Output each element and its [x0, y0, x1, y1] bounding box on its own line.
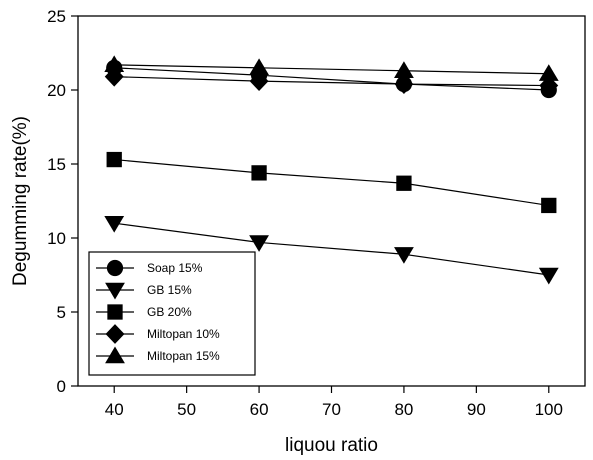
series-line	[114, 158, 549, 207]
x-tick-label: 70	[322, 400, 341, 419]
legend: Soap 15% GB 15% GB 20% Miltopan 10% Miltopan…	[88, 251, 256, 376]
legend-label: Soap 15%	[147, 261, 203, 275]
y-axis-label: Degumming rate(%)	[10, 116, 31, 286]
series-1	[104, 216, 559, 285]
data-point	[104, 66, 124, 87]
data-point	[104, 55, 125, 73]
x-tick-label: 60	[250, 400, 269, 419]
series-4	[104, 55, 559, 81]
x-tick-label: 100	[535, 400, 563, 419]
legend-item: Miltopan 15%	[96, 346, 220, 364]
legend-label: Miltopan 15%	[147, 349, 220, 363]
legend-item: Miltopan 10%	[96, 324, 220, 344]
data-point	[249, 58, 269, 75]
data-point	[394, 61, 414, 78]
legend-marker	[106, 259, 124, 277]
y-tick-label: 20	[47, 81, 66, 100]
legend-label: Miltopan 10%	[147, 327, 220, 341]
data-point	[249, 235, 269, 252]
y-tick-label: 15	[47, 155, 66, 174]
legend-item: GB 15%	[96, 282, 192, 300]
y-tick-label: 25	[47, 7, 66, 26]
y-axis: 0 5 10 15 20 25	[47, 7, 78, 396]
data-point	[394, 247, 414, 264]
series-layer	[104, 55, 559, 285]
data-point	[396, 175, 412, 191]
data-point	[539, 75, 559, 96]
legend-item: Soap 15%	[96, 259, 203, 277]
y-tick-label: 0	[57, 377, 66, 396]
series-3	[104, 66, 559, 96]
y-tick-label: 10	[47, 229, 66, 248]
series-2	[106, 151, 557, 214]
data-point	[541, 197, 557, 214]
legend-marker	[107, 304, 123, 320]
legend-label: GB 20%	[147, 305, 192, 319]
x-axis: 40 50 60 70 80 90 100	[105, 386, 563, 419]
data-point	[538, 64, 559, 81]
data-point	[394, 74, 414, 94]
x-tick-label: 80	[394, 400, 413, 419]
x-tick-label: 50	[177, 400, 196, 419]
legend-marker	[105, 324, 125, 344]
y-tick-label: 5	[57, 303, 66, 322]
x-tick-label: 40	[105, 400, 124, 419]
legend-marker	[105, 282, 125, 300]
series-line	[114, 222, 549, 276]
legend-label: GB 15%	[147, 283, 192, 297]
series-line	[114, 64, 549, 75]
data-point	[249, 71, 269, 92]
legend-marker	[105, 346, 125, 364]
data-point	[538, 267, 559, 285]
x-axis-label: liquou ratio	[285, 435, 378, 456]
series-line	[114, 67, 549, 91]
legend-item: GB 20%	[96, 304, 192, 320]
x-tick-label: 90	[467, 400, 486, 419]
data-point	[251, 165, 267, 181]
data-point	[104, 216, 125, 233]
series-line	[114, 76, 549, 87]
data-point	[106, 151, 122, 168]
